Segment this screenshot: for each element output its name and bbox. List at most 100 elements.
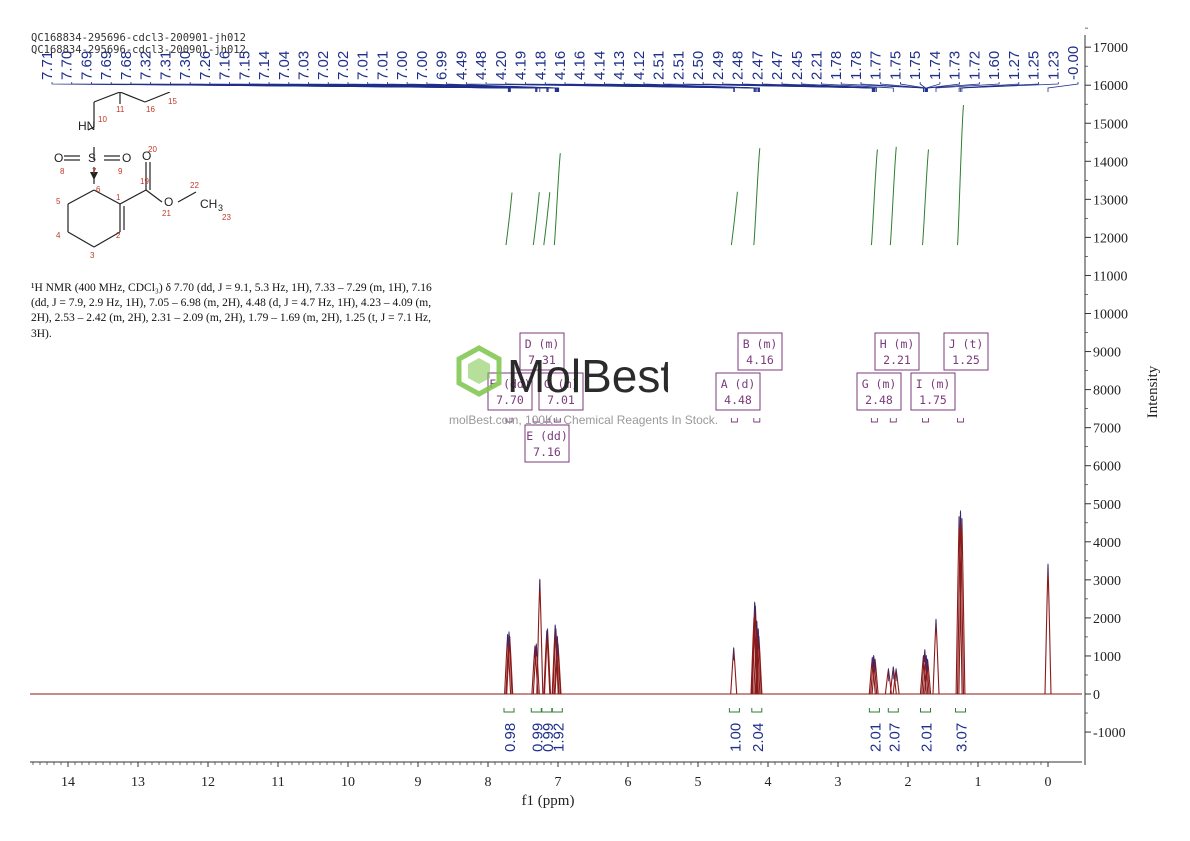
y-tick-label: 14000 <box>1093 155 1128 170</box>
peak-shift-label: 1.78 <box>848 51 865 80</box>
peak-shift-label: 7.16 <box>217 51 234 80</box>
peak-shift-label: 7.00 <box>414 51 431 80</box>
integral-value: 2.01 <box>919 723 936 752</box>
peak-shift-label: 1.25 <box>1026 51 1043 80</box>
peak-label-leader <box>926 82 961 92</box>
y-tick-label: 7000 <box>1093 422 1121 437</box>
peak-shift-label: 7.71 <box>39 51 56 80</box>
integral-range-bracket <box>551 708 563 713</box>
svg-text:O: O <box>142 149 151 163</box>
svg-text:5: 5 <box>56 197 61 206</box>
integral-range-bracket <box>503 708 515 713</box>
multiplet-range-marker <box>870 418 878 423</box>
y-tick-label: 10000 <box>1093 308 1128 323</box>
x-tick-label: 10 <box>341 775 355 790</box>
svg-text:21: 21 <box>162 209 171 218</box>
multiplet-shift-label: 1.25 <box>952 353 980 367</box>
peak-shift-label: 1.23 <box>1045 51 1062 80</box>
y-tick-label: 6000 <box>1093 460 1121 475</box>
peak-shift-label: 4.20 <box>493 51 510 80</box>
y-tick-label: -1000 <box>1093 726 1126 741</box>
x-tick-label: 5 <box>695 775 702 790</box>
multiplet-box <box>856 372 902 411</box>
peak-shift-label: 7.01 <box>355 51 372 80</box>
integral-curve <box>870 149 878 246</box>
peak-shift-label: 7.02 <box>335 51 352 80</box>
peak-label-leader <box>781 82 876 92</box>
x-tick-label: 8 <box>485 775 492 790</box>
svg-text:1: 1 <box>116 193 121 202</box>
svg-text:9: 9 <box>118 167 123 176</box>
multiplet-box <box>874 332 920 371</box>
peak-label-leader <box>927 82 980 92</box>
integral-curve <box>753 148 761 246</box>
peak-shift-label: 1.75 <box>907 51 924 80</box>
y-tick-label: 15000 <box>1093 117 1128 132</box>
y-tick-label: 2000 <box>1093 612 1121 627</box>
x-tick-label: 7 <box>555 775 562 790</box>
peak-shift-label: 7.02 <box>315 51 332 80</box>
multiplet-type-label: G (m) <box>862 377 897 391</box>
x-tick-label: 14 <box>61 775 75 790</box>
x-tick-label: 6 <box>625 775 632 790</box>
integral-curve <box>543 192 551 246</box>
integral-range-bracket <box>887 708 899 713</box>
peak-shift-label: 7.32 <box>138 51 155 80</box>
peak-label-leader <box>935 82 1000 92</box>
integral-value: 1.00 <box>727 723 744 752</box>
y-tick-label: 1000 <box>1093 650 1121 665</box>
peak-shift-label: 1.73 <box>947 51 964 80</box>
svg-text:4: 4 <box>56 231 61 240</box>
sample-id-line2: QC168834-295696-cdcl3-200901-jh012 <box>31 44 246 56</box>
y-tick-label: 17000 <box>1093 41 1128 56</box>
spectrum-layer <box>30 510 1082 695</box>
peak-label-leader <box>960 82 1039 92</box>
spectrum-peak <box>536 579 544 695</box>
y-tick-label: 12000 <box>1093 231 1128 246</box>
peak-label-leader <box>821 82 894 92</box>
peak-shift-label: 4.19 <box>513 51 530 80</box>
peak-shift-label: 7.68 <box>118 51 135 80</box>
peak-shift-label: 2.47 <box>769 51 786 80</box>
peak-shift-label: 1.72 <box>966 51 983 80</box>
y-tick-label: 11000 <box>1093 269 1127 284</box>
peak-label-leader <box>446 82 560 92</box>
peak-shift-label: 2.48 <box>730 51 747 80</box>
peak-shift-label: 7.00 <box>394 51 411 80</box>
integral-range-bracket <box>751 708 763 713</box>
multiplet-type-label: A (d) <box>721 377 756 391</box>
multiplet-range-marker <box>753 418 761 423</box>
svg-text:S: S <box>88 151 96 165</box>
x-tick-label: 12 <box>201 775 215 790</box>
svg-text:2: 2 <box>116 231 121 240</box>
y-tick-label: 5000 <box>1093 498 1121 513</box>
svg-text:23: 23 <box>222 213 231 222</box>
peak-shift-label: 7.30 <box>177 51 194 80</box>
integral-curve <box>505 192 513 246</box>
peak-label-leader <box>1047 82 1079 92</box>
peak-shift-label: 2.51 <box>651 51 668 80</box>
multiplet-shift-label: 7.70 <box>496 393 524 407</box>
integral-value: 0.98 <box>502 723 519 752</box>
integral-curve <box>730 191 738 246</box>
x-axis-title: f1 (ppm) <box>522 793 575 809</box>
peak-shift-label: 7.69 <box>98 51 115 80</box>
peak-shift-label: 7.70 <box>59 51 76 80</box>
multiplet-shift-label: 2.48 <box>865 393 893 407</box>
svg-text:8: 8 <box>60 167 65 176</box>
svg-text:16: 16 <box>146 105 155 114</box>
watermark-brand: MolBest <box>507 350 668 400</box>
peak-label-leader <box>919 82 926 92</box>
svg-text:22: 22 <box>190 181 199 190</box>
y-tick-label: 8000 <box>1093 384 1121 399</box>
multiplet-shift-label: 7.16 <box>533 445 561 459</box>
integral-value: 2.04 <box>750 723 767 752</box>
multiplet-shift-label: 4.16 <box>746 353 774 367</box>
svg-text:11: 11 <box>116 105 125 114</box>
peak-shift-label: 4.49 <box>453 51 470 80</box>
x-tick-label: 0 <box>1045 775 1052 790</box>
svg-text:HN: HN <box>78 119 95 133</box>
multiplet-type-label: B (m) <box>743 337 778 351</box>
peak-shift-label: 2.45 <box>789 51 806 80</box>
integral-curve <box>889 146 897 246</box>
